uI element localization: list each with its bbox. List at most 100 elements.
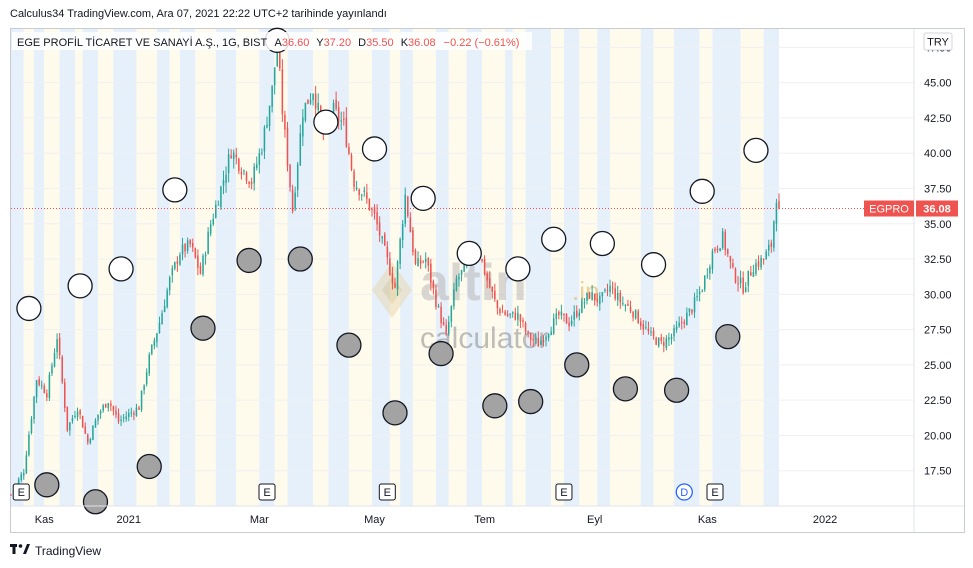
candle-body [230, 155, 232, 159]
candle-body [389, 258, 391, 275]
candle-body [238, 158, 240, 171]
candle-body [491, 286, 494, 292]
candle-body [529, 334, 532, 341]
y-tick-label: 25.00 [924, 360, 952, 372]
candle-body [273, 67, 276, 86]
candle-body [386, 246, 389, 258]
session-band [563, 29, 580, 506]
candle-body [657, 337, 660, 347]
filled-circle-marker [190, 315, 216, 341]
candle-body [43, 386, 46, 394]
candle-body [437, 305, 440, 307]
candle-body [414, 250, 417, 265]
open-circle-marker [589, 230, 616, 257]
candle-body [450, 306, 453, 322]
candle-body [709, 267, 711, 274]
candle-body [215, 204, 217, 218]
candle-body [81, 416, 84, 428]
candle-body [199, 265, 202, 274]
x-tick-label: Kas [698, 514, 717, 526]
dividend-marker-label: D [680, 487, 688, 499]
candle-body [363, 190, 366, 193]
candle-body [622, 303, 624, 305]
candle-body [407, 196, 409, 217]
candle-body [35, 380, 38, 398]
candle-body [302, 117, 304, 137]
candle-body [355, 187, 358, 190]
candle-body [427, 257, 430, 266]
candle-body [166, 290, 168, 307]
candle-body [258, 153, 261, 165]
candle-body [184, 244, 186, 252]
candle-body [10, 494, 12, 496]
session-band [348, 29, 372, 506]
candle-body [650, 331, 652, 333]
session-band [597, 29, 611, 506]
candle-body [542, 340, 545, 343]
open-circle-marker [16, 295, 42, 322]
session-band [195, 29, 216, 506]
earnings-marker-label: E [263, 487, 270, 499]
candle-body [207, 231, 209, 254]
candle-body [637, 311, 639, 324]
earnings-marker-icon [378, 483, 396, 501]
candle-body [46, 393, 48, 398]
last-price-label: EGPRO 36.08 [864, 200, 958, 217]
candle-body [33, 396, 35, 420]
candle-body [396, 261, 399, 290]
footer-brand[interactable]: TradingView [35, 543, 102, 558]
candle-body [140, 390, 143, 410]
candle-body [606, 290, 609, 292]
earnings-marker-label: E [560, 487, 567, 499]
candle-body [40, 385, 43, 387]
x-tick-label: Kas [35, 514, 54, 526]
candle-body [127, 412, 130, 417]
x-tick-label: Tem [474, 514, 495, 526]
svg-text:EGE PROFİL TİCARET VE SANAYİ A: EGE PROFİL TİCARET VE SANAYİ A.Ş., 1G, B… [17, 36, 519, 49]
ohlc-low-label: D [358, 37, 366, 49]
ohlc-low-value: 35.50 [366, 37, 394, 49]
candle-body [634, 310, 637, 319]
candle-body [499, 308, 501, 314]
candle-body [181, 244, 184, 255]
candle-body [281, 69, 284, 115]
candle-body [688, 308, 691, 312]
candle-body [545, 336, 547, 341]
filled-circle-marker [382, 400, 408, 426]
currency-badge[interactable]: TRY [923, 32, 953, 51]
candle-body [394, 283, 396, 288]
filled-circle-marker [518, 388, 544, 415]
ohlc-open-label: A [274, 37, 282, 49]
candle-body [87, 434, 89, 443]
open-circle-marker [689, 178, 715, 204]
candle-body [460, 270, 463, 275]
candle-body [74, 415, 76, 418]
y-tick-label: 32.50 [924, 254, 952, 266]
candle-body [445, 324, 447, 333]
session-band [763, 29, 779, 506]
chart-frame[interactable] [10, 28, 965, 533]
filled-circle-marker [287, 246, 313, 272]
candle-body [294, 192, 296, 209]
candle-body [176, 261, 179, 264]
candle-body [422, 261, 424, 263]
candle-body [286, 127, 289, 166]
candle-body [366, 192, 368, 199]
filled-circle-marker [34, 472, 60, 498]
session-band [712, 29, 741, 506]
candle-body [186, 240, 189, 251]
candle-body [202, 255, 204, 275]
open-circle-marker [505, 256, 531, 282]
candle-body [432, 281, 435, 289]
candle-body [122, 417, 125, 419]
candle-body [145, 372, 148, 385]
open-circle-marker [456, 240, 482, 267]
candle-body [511, 311, 514, 314]
y-tick-label: 20.00 [924, 430, 952, 442]
candle-body [204, 254, 207, 257]
candle-body [496, 300, 499, 309]
dividend-marker-icon [675, 483, 693, 501]
candle-body [632, 311, 634, 318]
